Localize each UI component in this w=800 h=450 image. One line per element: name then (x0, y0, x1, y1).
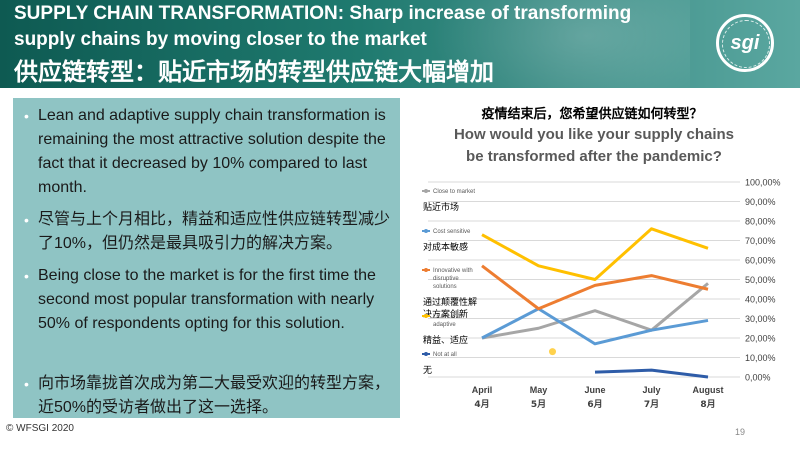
y-tick-label: 60,00% (745, 256, 776, 266)
y-tick-label: 100,00% (745, 178, 781, 188)
outlier-point (549, 348, 556, 356)
legend-marker (424, 352, 428, 356)
legend-marker (424, 189, 428, 193)
x-tick-label: May (530, 385, 548, 395)
series-line (481, 307, 709, 346)
legend-label-chinese: 精益、适应 (423, 334, 468, 346)
header-title-chinese: 供应链转型：贴近市场的转型供应链大幅增加 (14, 59, 494, 86)
bullet-item: • 向市场靠拢首次成为第二大最受欢迎的转型方案，近50%的受访者做出了这一选择。 (24, 372, 398, 420)
header-title-line2: supply chains by moving closer to the ma… (14, 29, 427, 50)
header-title-line1: SUPPLY CHAIN TRANSFORMATION: Sharp incre… (14, 3, 632, 24)
bullet-item: • Lean and adaptive supply chain transfo… (24, 104, 398, 200)
chart-title-line: How would you like your supply chains (454, 126, 734, 143)
y-tick-label: 50,00% (745, 275, 776, 285)
legend-marker (424, 229, 428, 233)
bullet-text: Lean and adaptive supply chain transform… (38, 107, 386, 196)
x-tick-label: June (584, 385, 605, 395)
slide-header: SUPPLY CHAIN TRANSFORMATION: Sharp incre… (0, 0, 800, 88)
bullet-item: • 尽管与上个月相比，精益和适应性供应链转型减少了10%，但仍然是最具吸引力的解… (24, 208, 403, 256)
series-line (594, 368, 709, 379)
bullet-icon: • (24, 212, 29, 228)
y-tick-label: 40,00% (745, 295, 776, 305)
y-tick-label: 70,00% (745, 236, 776, 246)
chart-title-chinese: 疫情结束后，您希望供应链如何转型？ (481, 106, 702, 122)
y-tick-label: 0,00% (745, 373, 771, 383)
legend-label: LEAN and (433, 314, 460, 320)
legend-marker (424, 268, 428, 272)
x-tick-label: July (642, 385, 660, 395)
bullet-icon: • (24, 108, 29, 124)
x-tick-label-chinese: 7月 (644, 399, 659, 410)
legend-label: adaptive (433, 322, 456, 328)
logo-ring (722, 20, 770, 68)
header-background-image (430, 0, 690, 88)
legend-label: Not at all (433, 352, 457, 358)
legend-label: Innovative with (433, 268, 473, 274)
y-tick-label: 30,00% (745, 314, 776, 324)
y-tick-label: 90,00% (745, 197, 776, 207)
legend-label: solutions (433, 284, 457, 290)
page-number: 19 (735, 427, 746, 437)
legend-label-chinese: 贴近市场 (423, 201, 459, 213)
wfsgi-logo: sgi (716, 14, 774, 72)
bullet-text-box: • Lean and adaptive supply chain transfo… (13, 98, 400, 418)
y-tick-label: 10,00% (745, 353, 776, 363)
legend-label-chinese: 对成本敏感 (423, 241, 468, 253)
legend-label-chinese: 决方案创新 (423, 308, 468, 320)
series-line (481, 227, 709, 281)
legend-label-chinese: 通过颠覆性解 (423, 296, 477, 308)
bullet-text: 尽管与上个月相比，精益和适应性供应链转型减少了10%，但仍然是最具吸引力的解决方… (38, 211, 391, 252)
x-tick-label-chinese: 8月 (700, 399, 715, 410)
x-tick-label-chinese: 5月 (531, 399, 546, 410)
series-line (481, 282, 709, 340)
legend-label-chinese: 无 (423, 365, 432, 376)
x-tick-label-chinese: 6月 (587, 399, 602, 410)
chart-title-line: be transformed after the pandemic? (466, 148, 722, 165)
bullet-item: • Being close to the market is for the f… (24, 264, 393, 336)
y-tick-label: 20,00% (745, 334, 776, 344)
legend-label: disruptive (433, 276, 459, 282)
x-tick-label: April (472, 385, 493, 395)
bullet-icon: • (24, 376, 29, 392)
copyright: © WFSGI 2020 (6, 423, 74, 434)
chart-title: How would you like your supply chains be … (454, 126, 734, 165)
legend-marker (424, 314, 428, 318)
series-line (481, 264, 709, 311)
bullet-text: 向市场靠拢首次成为第二大最受欢迎的转型方案，近50%的受访者做出了这一选择。 (38, 375, 391, 416)
legend-label: Close to market (433, 189, 475, 195)
legend-label: Cost sensitive (433, 229, 471, 235)
bullet-text: Being close to the market is for the fir… (38, 267, 376, 332)
bullet-icon: • (24, 268, 29, 284)
x-tick-label-chinese: 4月 (474, 399, 489, 410)
x-tick-label: August (693, 385, 724, 395)
y-tick-label: 80,00% (745, 217, 776, 227)
